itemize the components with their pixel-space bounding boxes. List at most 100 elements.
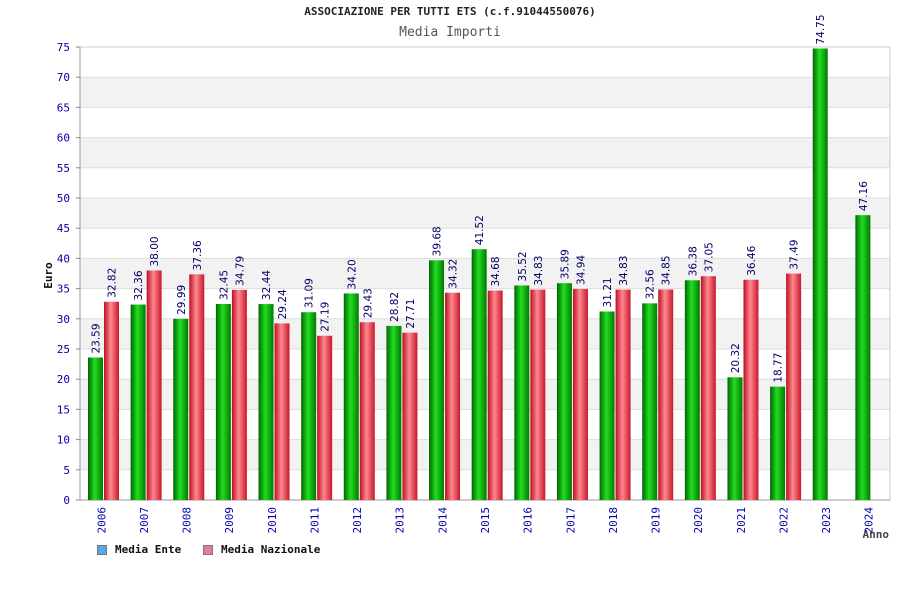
data-label-ente: 31.09 [304, 278, 316, 308]
bar-ente [471, 249, 487, 500]
bar-ente [429, 260, 445, 500]
y-tick-label: 10 [57, 434, 70, 447]
data-label-ente: 32.36 [133, 270, 145, 300]
data-label-ente: 32.44 [261, 270, 273, 300]
x-tick-label: 2012 [351, 507, 364, 534]
y-tick-label: 70 [57, 71, 70, 84]
grid-band [80, 137, 890, 168]
legend-item-ente: Media Ente [97, 543, 181, 556]
x-tick-label: 2006 [95, 507, 108, 534]
y-tick-label: 15 [57, 403, 70, 416]
y-tick-label: 5 [63, 464, 70, 477]
bar-ente [258, 304, 274, 500]
data-label-ente: 29.99 [176, 285, 188, 315]
y-tick-label: 25 [57, 343, 70, 356]
bar-ente [215, 304, 231, 500]
legend-swatch-nazionale [203, 544, 213, 555]
y-tick-label: 40 [57, 252, 70, 265]
x-axis-label: Anno [863, 528, 890, 541]
data-label-ente: 41.52 [474, 215, 486, 245]
bar-ente [301, 312, 317, 500]
data-label-ente: 74.75 [815, 14, 827, 44]
x-tick-label: 2022 [777, 507, 790, 534]
x-tick-label: 2017 [564, 507, 577, 534]
data-label-nazionale: 36.46 [746, 245, 758, 275]
bar-ente [642, 303, 658, 500]
y-tick-label: 65 [57, 101, 70, 114]
data-label-nazionale: 38.00 [149, 236, 161, 266]
bar-ente [130, 304, 146, 500]
grid-band [80, 198, 890, 229]
bar-ente [514, 285, 530, 500]
data-label-ente: 47.16 [858, 181, 870, 211]
x-tick-label: 2007 [138, 507, 151, 534]
x-tick-label: 2023 [820, 507, 833, 534]
data-label-nazionale: 34.85 [661, 255, 673, 285]
y-tick-label: 50 [57, 192, 70, 205]
bar-nazionale [189, 274, 205, 500]
data-label-ente: 35.52 [517, 251, 529, 281]
bar-ente [770, 386, 786, 500]
bar-nazionale [572, 288, 588, 500]
bar-nazionale [743, 279, 759, 500]
y-tick-label: 20 [57, 373, 70, 386]
bar-nazionale [402, 332, 418, 500]
data-label-ente: 32.56 [645, 269, 657, 299]
y-tick-label: 75 [57, 41, 70, 54]
bar-ente [727, 377, 743, 500]
x-tick-label: 2008 [181, 507, 194, 534]
x-tick-label: 2009 [223, 507, 236, 534]
y-tick-label: 30 [57, 313, 70, 326]
bar-nazionale [359, 322, 375, 500]
x-tick-label: 2020 [692, 507, 705, 534]
data-label-ente: 32.45 [218, 270, 230, 300]
data-label-nazionale: 37.05 [703, 242, 715, 272]
x-tick-label: 2013 [394, 507, 407, 534]
data-label-nazionale: 27.19 [320, 302, 332, 332]
bar-nazionale [487, 290, 503, 500]
x-tick-label: 2014 [436, 507, 449, 534]
chart-title: ASSOCIAZIONE PER TUTTI ETS (c.f.91044550… [304, 5, 596, 18]
data-label-nazionale: 27.71 [405, 299, 417, 329]
bar-ente [173, 318, 189, 500]
bar-nazionale [146, 270, 162, 500]
data-label-ente: 36.38 [687, 246, 699, 276]
bar-ente [556, 283, 572, 500]
data-label-ente: 23.59 [91, 323, 103, 353]
bar-ente [812, 48, 828, 500]
data-label-ente: 20.32 [730, 343, 742, 373]
bar-ente [343, 293, 359, 500]
legend-swatch-ente [97, 544, 107, 555]
bar-ente [386, 325, 402, 500]
x-tick-label: 2024 [863, 507, 876, 534]
bar-nazionale [274, 323, 290, 500]
data-label-ente: 18.77 [773, 353, 785, 383]
data-label-ente: 35.89 [559, 249, 571, 279]
legend-label-nazionale: Media Nazionale [221, 543, 321, 556]
data-label-nazionale: 37.36 [192, 240, 204, 270]
x-tick-label: 2021 [735, 507, 748, 534]
x-tick-label: 2016 [522, 507, 535, 534]
y-tick-label: 0 [63, 494, 70, 507]
chart-subtitle: Media Importi [399, 25, 501, 40]
legend-item-nazionale: Media Nazionale [203, 543, 320, 556]
legend-label-ente: Media Ente [115, 543, 182, 556]
data-label-nazionale: 34.32 [448, 259, 460, 289]
bar-ente [599, 311, 615, 500]
x-tick-label: 2019 [650, 507, 663, 534]
bar-ente [684, 280, 700, 500]
y-tick-label: 35 [57, 283, 70, 296]
data-label-nazionale: 32.82 [107, 268, 119, 298]
data-label-nazionale: 34.68 [490, 256, 502, 286]
data-label-ente: 39.68 [432, 226, 444, 256]
y-tick-label: 60 [57, 132, 70, 145]
data-label-nazionale: 34.79 [234, 256, 246, 286]
x-tick-label: 2018 [607, 507, 620, 534]
data-label-nazionale: 34.83 [618, 256, 630, 286]
data-label-nazionale: 34.83 [533, 256, 545, 286]
bar-nazionale [445, 292, 461, 500]
x-tick-label: 2011 [308, 507, 321, 534]
bar-nazionale [530, 289, 546, 500]
data-label-nazionale: 37.49 [789, 239, 801, 269]
y-tick-label: 55 [57, 162, 70, 175]
